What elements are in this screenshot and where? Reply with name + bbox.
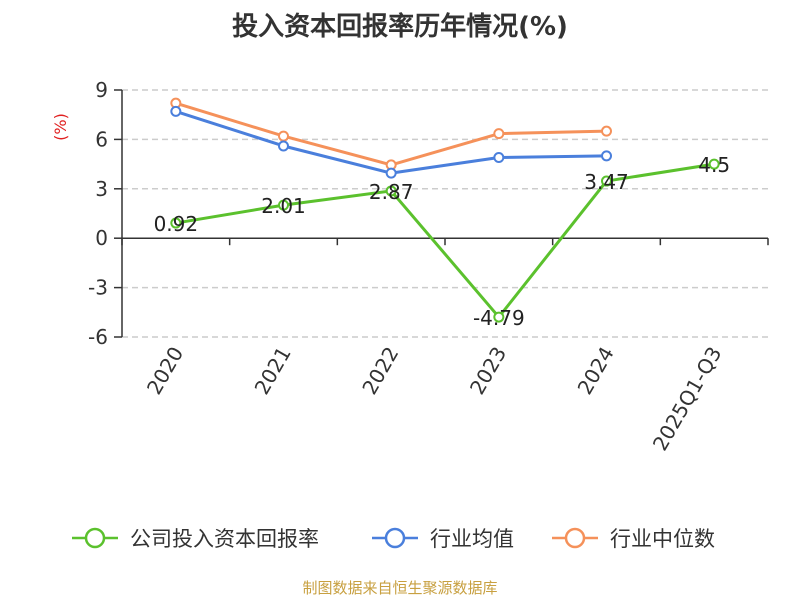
data-label: 2.87 xyxy=(369,180,414,204)
grid-lines xyxy=(122,89,768,338)
data-point-company-roic[interactable] xyxy=(708,158,720,170)
x-tick-label: 2022 xyxy=(357,343,403,399)
data-point-company-roic[interactable] xyxy=(170,217,182,229)
chart-title: 投入资本回报率历年情况(%) xyxy=(232,12,568,42)
data-point-industry-median[interactable] xyxy=(493,128,505,140)
legend-marker-industry-median xyxy=(552,527,598,549)
data-labels: 0.92 2.01 2.87 -4.79 3.47 4.5 xyxy=(154,153,731,330)
data-point-industry-median[interactable] xyxy=(601,125,612,137)
source-note: 制图数据来自恒生聚源数据库 xyxy=(302,579,498,597)
data-point-company-roic[interactable] xyxy=(278,199,289,211)
legend: 公司投入资本回报率 行业均值 行业中位数 xyxy=(0,520,800,556)
data-point-company-roic[interactable] xyxy=(601,175,612,187)
y-tick-label: -3 xyxy=(88,276,108,300)
y-tick-label: 0 xyxy=(95,226,108,250)
x-tick-label: 2024 xyxy=(573,343,619,399)
legend-label-industry-mean: 行业均值 xyxy=(430,527,514,551)
legend-marker-industry-mean xyxy=(372,527,418,549)
x-tick-label: 2021 xyxy=(250,343,296,399)
data-label: -4.79 xyxy=(473,306,525,330)
legend-item-industry-median[interactable]: 行业中位数 xyxy=(550,520,715,556)
y-tick-label: 3 xyxy=(95,177,108,201)
data-label: 0.92 xyxy=(154,212,199,236)
y-tick-label: -6 xyxy=(88,325,108,349)
x-tick-label: 2025Q1-Q3 xyxy=(648,343,727,455)
axes: 9 6 3 0 -3 -6 (%) 2020 2021 2022 2023 2024 2025Q1-Q3 xyxy=(51,78,769,455)
data-label: 4.5 xyxy=(698,153,730,177)
y-tick-label: 6 xyxy=(95,127,108,151)
legend-item-company-roic[interactable]: 公司投入资本回报率 xyxy=(70,520,319,556)
y-tick-label: 9 xyxy=(95,78,108,102)
data-point-industry-mean[interactable] xyxy=(385,167,397,179)
series-lines xyxy=(170,97,720,323)
data-label: 2.01 xyxy=(261,194,306,218)
data-label: 3.47 xyxy=(584,170,629,194)
x-tick-label: 2023 xyxy=(465,343,511,399)
legend-label-company-roic: 公司投入资本回报率 xyxy=(130,527,319,551)
data-point-company-roic[interactable] xyxy=(385,185,397,197)
x-tick-label: 2020 xyxy=(142,343,188,399)
y-axis-label: (%) xyxy=(51,113,70,141)
data-point-industry-mean[interactable] xyxy=(493,152,505,164)
series-line-company-roic xyxy=(175,162,715,319)
data-point-industry-median[interactable] xyxy=(278,130,289,142)
data-point-industry-mean[interactable] xyxy=(278,140,289,152)
data-point-industry-mean[interactable] xyxy=(601,150,612,162)
data-point-company-roic[interactable] xyxy=(493,311,505,323)
legend-marker-company-roic xyxy=(72,527,118,549)
data-point-industry-mean[interactable] xyxy=(170,105,182,117)
legend-label-industry-median: 行业中位数 xyxy=(610,527,715,551)
legend-item-industry-mean[interactable]: 行业均值 xyxy=(370,520,514,556)
